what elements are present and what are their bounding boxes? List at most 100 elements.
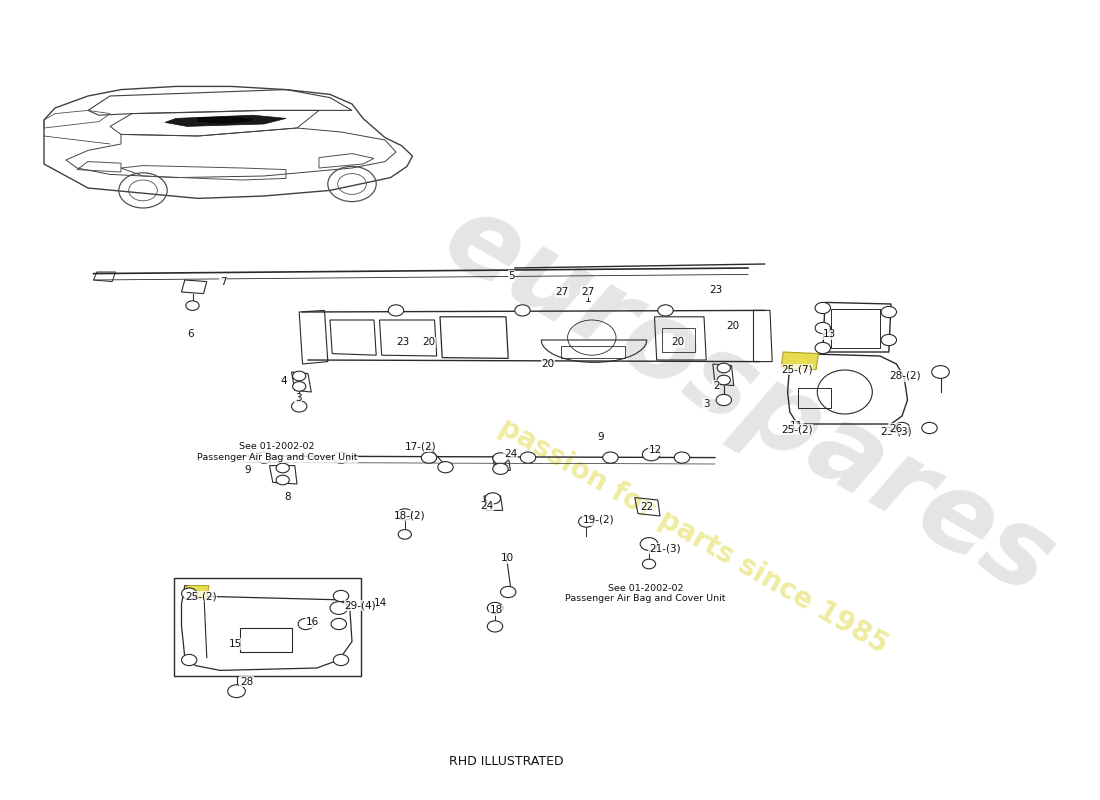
Text: 20: 20 [422, 338, 436, 347]
Text: 3: 3 [295, 394, 301, 403]
Circle shape [298, 618, 314, 630]
Circle shape [881, 306, 896, 318]
Circle shape [293, 371, 306, 381]
Circle shape [485, 493, 501, 504]
Text: 3: 3 [703, 399, 710, 409]
Circle shape [815, 322, 830, 334]
Text: 23: 23 [396, 338, 409, 347]
Text: 16: 16 [306, 618, 319, 627]
Circle shape [228, 685, 245, 698]
Circle shape [421, 452, 437, 463]
Polygon shape [781, 352, 818, 370]
Circle shape [330, 602, 348, 614]
Text: 27: 27 [556, 287, 569, 297]
Circle shape [292, 401, 307, 412]
Circle shape [658, 305, 673, 316]
Text: See 01-2002-02
Passenger Air Bag and Cover Unit: See 01-2002-02 Passenger Air Bag and Cov… [197, 442, 358, 462]
Text: 13: 13 [823, 330, 836, 339]
Circle shape [182, 654, 197, 666]
Polygon shape [185, 586, 209, 598]
Circle shape [276, 463, 289, 473]
Circle shape [186, 301, 199, 310]
Text: 25-(2): 25-(2) [185, 592, 217, 602]
Circle shape [293, 382, 306, 391]
Circle shape [182, 588, 197, 599]
Circle shape [815, 342, 830, 354]
Text: 8: 8 [284, 492, 290, 502]
Text: 2: 2 [713, 381, 719, 390]
Circle shape [493, 453, 508, 464]
Circle shape [331, 618, 346, 630]
Text: 25-(7): 25-(7) [781, 365, 813, 374]
Bar [561, 346, 625, 358]
Text: 5: 5 [508, 271, 515, 281]
Text: 26: 26 [889, 424, 902, 434]
Text: 20: 20 [671, 338, 684, 347]
Bar [174, 578, 361, 676]
Circle shape [640, 538, 658, 550]
Text: 24: 24 [504, 450, 517, 459]
Text: 29-(4): 29-(4) [344, 601, 376, 610]
Text: 9: 9 [244, 466, 251, 475]
Text: 1: 1 [585, 294, 592, 304]
Text: 4: 4 [280, 376, 287, 386]
Circle shape [579, 516, 594, 527]
Circle shape [642, 559, 656, 569]
Polygon shape [165, 115, 286, 126]
Bar [662, 328, 695, 352]
Text: 15: 15 [229, 639, 242, 649]
Text: 9: 9 [597, 432, 604, 442]
Circle shape [333, 654, 349, 666]
Circle shape [333, 590, 349, 602]
Circle shape [388, 305, 404, 316]
Circle shape [932, 366, 949, 378]
Circle shape [515, 305, 530, 316]
Circle shape [500, 586, 516, 598]
Text: See 01-2002-02
Passenger Air Bag and Cover Unit: See 01-2002-02 Passenger Air Bag and Cov… [565, 584, 726, 603]
Text: passion for parts since 1985: passion for parts since 1985 [494, 413, 892, 659]
Circle shape [894, 422, 910, 434]
Circle shape [674, 452, 690, 463]
Circle shape [487, 602, 503, 614]
Circle shape [276, 475, 289, 485]
Text: eurospares: eurospares [425, 182, 1071, 618]
Text: 28: 28 [240, 677, 253, 686]
Text: 20: 20 [726, 322, 739, 331]
Text: 6: 6 [187, 330, 194, 339]
Bar [798, 388, 830, 408]
Text: 18: 18 [490, 606, 503, 615]
Circle shape [493, 463, 508, 474]
Circle shape [256, 452, 272, 463]
Text: 14: 14 [374, 598, 387, 608]
Text: 20: 20 [541, 359, 554, 369]
Circle shape [520, 452, 536, 463]
Text: 22: 22 [640, 502, 653, 512]
Circle shape [922, 422, 937, 434]
Circle shape [716, 394, 732, 406]
Circle shape [815, 302, 830, 314]
Circle shape [603, 452, 618, 463]
Text: 27: 27 [581, 287, 594, 297]
Circle shape [487, 621, 503, 632]
Text: 25-(2): 25-(2) [781, 425, 813, 434]
Circle shape [717, 375, 730, 385]
Circle shape [881, 334, 896, 346]
Text: 28-(2): 28-(2) [889, 371, 921, 381]
Text: 10: 10 [500, 554, 514, 563]
Text: 17-(2): 17-(2) [405, 442, 437, 451]
Circle shape [398, 530, 411, 539]
Text: 11: 11 [790, 421, 803, 430]
Text: 23: 23 [710, 285, 723, 294]
Circle shape [438, 462, 453, 473]
Text: 19-(2): 19-(2) [583, 515, 615, 525]
Text: 18-(2): 18-(2) [394, 510, 426, 520]
Circle shape [333, 452, 349, 463]
Circle shape [642, 448, 660, 461]
Text: 24: 24 [481, 502, 494, 511]
Text: 12: 12 [649, 446, 662, 455]
Polygon shape [198, 117, 253, 123]
Text: 7: 7 [220, 278, 227, 287]
Text: RHD ILLUSTRATED: RHD ILLUSTRATED [449, 755, 563, 768]
Circle shape [717, 363, 730, 373]
Circle shape [397, 509, 412, 520]
